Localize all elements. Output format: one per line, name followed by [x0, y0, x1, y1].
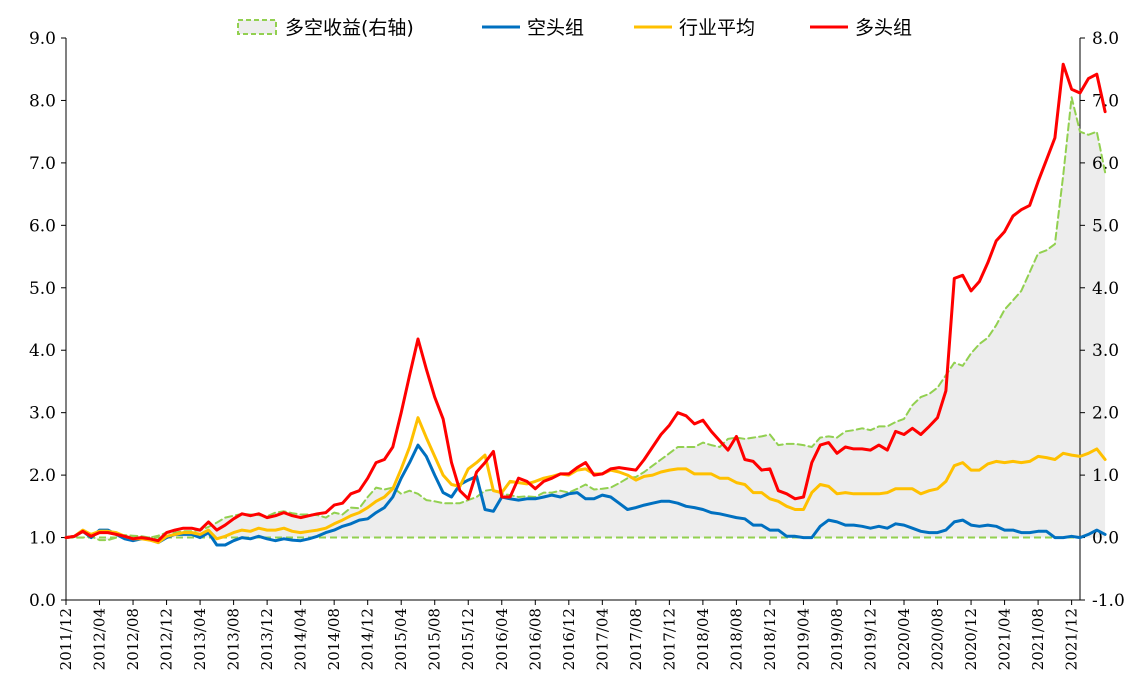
x-tick-label: 2020/04	[895, 608, 913, 670]
legend-item-long-short: 多空收益(右轴)	[237, 17, 414, 39]
legend: 多空收益(右轴) 空头组 行业平均 多头组	[237, 17, 912, 39]
x-tick-label: 2016/04	[493, 608, 511, 670]
legend-label-short-group: 空头组	[527, 17, 584, 39]
legend-label-long-group: 多头组	[855, 17, 912, 39]
legend-item-long-group: 多头组	[810, 17, 912, 39]
left-tick-label: 6.0	[29, 216, 56, 236]
plot-area: 0.0 1.0 2.0 3.0 4.0 5.0 6.0 7.0 8.0 9.0 -1.0 0.0 1.0…	[29, 29, 1125, 670]
right-tick-label: 1.0	[1092, 466, 1119, 486]
x-tick-label: 2013/08	[225, 608, 243, 670]
x-tick-label: 2017/04	[593, 608, 611, 670]
x-tick-label: 2018/12	[761, 608, 779, 670]
x-tick-label: 2012/04	[91, 608, 109, 670]
x-tick-label: 2015/08	[426, 608, 444, 670]
left-tick-label: 4.0	[29, 341, 56, 361]
x-tick-label: 2017/12	[660, 608, 678, 670]
x-tick-label: 2021/08	[1029, 608, 1047, 670]
x-tick-label: 2013/04	[191, 608, 209, 670]
x-tick-label: 2018/08	[727, 608, 745, 670]
legend-swatch-long-short	[237, 19, 277, 35]
x-tick-label: 2015/04	[392, 608, 410, 670]
right-tick-label: -1.0	[1092, 591, 1125, 611]
x-tick-label: 2016/08	[526, 608, 544, 670]
series-line-industry-avg	[64, 416, 1107, 545]
right-tick-label: 8.0	[1092, 29, 1119, 49]
legend-item-short-group: 空头组	[482, 17, 584, 39]
right-tick-label: 6.0	[1092, 154, 1119, 174]
long-short-area-fill	[66, 97, 1106, 541]
legend-label-long-short: 多空收益(右轴)	[285, 17, 414, 39]
x-tick-label: 2019/04	[794, 608, 812, 670]
legend-item-industry-avg: 行业平均	[634, 17, 755, 39]
x-tick-label: 2012/08	[124, 608, 142, 670]
left-tick-label: 7.0	[29, 154, 56, 174]
x-tick-label: 2012/12	[158, 608, 176, 670]
right-tick-label: 2.0	[1092, 404, 1119, 424]
x-tick-label: 2013/12	[258, 608, 276, 670]
right-tick-label: 0.0	[1092, 529, 1119, 549]
series-line-long-group	[64, 62, 1107, 543]
left-tick-label: 3.0	[29, 404, 56, 424]
x-tick-label: 2017/08	[627, 608, 645, 670]
left-tick-label: 1.0	[29, 529, 56, 549]
right-tick-label: 3.0	[1092, 341, 1119, 361]
x-tick-label: 2019/12	[861, 608, 879, 670]
x-tick-label: 2018/04	[694, 608, 712, 670]
series-line-short-group	[64, 443, 1107, 547]
right-tick-label: 4.0	[1092, 279, 1119, 299]
left-tick-label: 2.0	[29, 466, 56, 486]
left-tick-label: 5.0	[29, 279, 56, 299]
x-tick-label: 2019/08	[828, 608, 846, 670]
x-tick-label: 2014/08	[325, 608, 343, 670]
left-tick-label: 9.0	[29, 29, 56, 49]
legend-label-industry-avg: 行业平均	[679, 17, 755, 39]
x-tick-label: 2014/04	[292, 608, 310, 670]
right-tick-label: 5.0	[1092, 216, 1119, 236]
right-tick-label: 7.0	[1092, 91, 1119, 111]
x-tick-label: 2011/12	[57, 608, 75, 670]
x-tick-label: 2020/08	[929, 608, 947, 670]
x-tick-label: 2014/12	[359, 608, 377, 670]
x-tick-label: 2020/12	[962, 608, 980, 670]
left-tick-label: 0.0	[29, 591, 56, 611]
x-tick-label: 2016/12	[560, 608, 578, 670]
x-tick-label: 2015/12	[459, 608, 477, 670]
x-tick-label: 2021/04	[996, 608, 1014, 670]
left-tick-label: 8.0	[29, 91, 56, 111]
x-tick-label: 2021/12	[1063, 608, 1081, 670]
